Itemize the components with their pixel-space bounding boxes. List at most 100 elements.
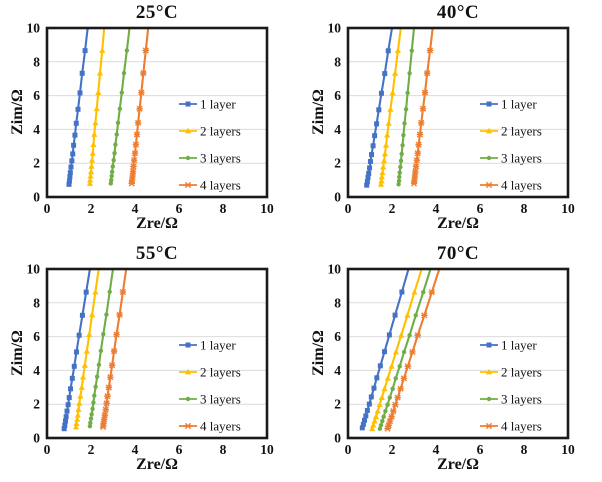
plot-border <box>346 26 570 199</box>
series-marker-1-layer <box>382 349 388 355</box>
series-marker-3-layers <box>94 374 100 379</box>
legend-item-1-layer: 1 layer <box>179 97 236 112</box>
series-marker-1-layer <box>385 48 391 54</box>
series-marker-4-layers <box>404 363 412 370</box>
y-tick-label-0: 0 <box>33 190 40 205</box>
series-marker-2-layers <box>380 157 388 164</box>
series-marker-3-layers <box>112 151 117 156</box>
series-marker-3-layers <box>104 312 109 317</box>
series-marker-2-layers <box>371 417 378 424</box>
series-marker-2-layers <box>73 420 80 426</box>
series-marker-2-layers <box>72 423 80 430</box>
series-marker-4-layers <box>385 422 392 429</box>
x-tick-label-0: 0 <box>345 442 352 457</box>
series-marker-3-layers <box>407 333 412 338</box>
series-marker-1-layer <box>377 363 383 369</box>
legend-label: 1 layer <box>501 338 537 353</box>
series-marker-1-layer <box>79 70 85 76</box>
series-marker-4-layers <box>416 131 424 138</box>
series-marker-2-layers <box>384 375 391 381</box>
series-marker-1-layer <box>73 349 79 355</box>
series-marker-3-layers <box>87 423 93 429</box>
legend-item-4-layers: 4 layers <box>179 419 241 434</box>
series-marker-1-layer <box>79 312 85 318</box>
series-marker-3-layers <box>401 132 406 138</box>
x-tick-label-2: 2 <box>88 201 95 216</box>
y-tick-label-10: 10 <box>27 262 41 277</box>
series-marker-1-layer <box>368 394 374 400</box>
series-marker-3-layers <box>89 412 94 417</box>
plot-area-70c: 0 2 4 6 8 10 0 2 4 6 8 10 1 layer 2 layers 3 layers 4 l… <box>328 262 576 458</box>
y-tick-label-6: 6 <box>33 88 40 103</box>
series-marker-4-layers <box>142 47 149 54</box>
legend-label: 4 layers <box>501 178 542 193</box>
legend-marker-x-icon <box>184 422 192 430</box>
series-marker-1-layer <box>367 165 373 171</box>
series-marker-4-layers <box>412 168 419 175</box>
series-marker-2-layers <box>75 406 82 413</box>
legend-label: 2 layers <box>200 365 241 380</box>
series-marker-4-layers <box>388 413 395 420</box>
series-marker-1-layer <box>75 106 81 112</box>
series-marker-1-layer <box>76 332 82 338</box>
legend-item-3-layers: 3 layers <box>480 392 542 407</box>
x-tick-label-2: 2 <box>88 442 95 457</box>
series-marker-3-layers <box>409 48 414 53</box>
x-tick-label-10: 10 <box>561 442 575 457</box>
series-marker-1-layer <box>69 375 75 381</box>
series-marker-1-layer <box>378 90 384 96</box>
series-marker-4-layers <box>102 406 109 413</box>
legend-marker-square-icon <box>185 342 191 348</box>
series-marker-1-layer <box>360 421 366 427</box>
series-marker-3-layers <box>113 142 118 147</box>
series-marker-1-layer <box>371 385 377 391</box>
series-marker-4-layers <box>426 47 434 54</box>
series-marker-4-layers <box>133 131 141 138</box>
legend-item-2-layers: 2 layers <box>480 124 542 139</box>
legend-marker-triangle-icon <box>184 127 192 134</box>
y-tick-label-10: 10 <box>27 21 41 36</box>
series-marker-1-layer <box>366 170 372 176</box>
series-marker-3-layers <box>407 71 412 76</box>
series-marker-3-layers <box>109 173 114 179</box>
y-tick-label-6: 6 <box>334 329 341 344</box>
series-marker-1-layer <box>359 425 365 431</box>
y-axis-label-40c: Zim/Ω <box>310 89 327 135</box>
series-marker-3-layers <box>111 157 116 163</box>
series-marker-1-layer <box>399 289 405 295</box>
series-marker-2-layers <box>92 119 99 126</box>
x-tick-label-4: 4 <box>433 201 440 216</box>
chart-title-70c: 70°C <box>436 243 480 264</box>
y-tick-label-6: 6 <box>334 88 341 103</box>
series-marker-3-layers <box>124 48 130 53</box>
y-tick-label-8: 8 <box>334 295 341 310</box>
series-marker-2-layers <box>93 105 100 112</box>
x-tick-label-8: 8 <box>220 442 227 457</box>
series-marker-4-layers <box>129 168 137 175</box>
series-marker-2-layers <box>99 47 106 53</box>
series-marker-1-layer <box>62 418 68 424</box>
series-marker-1-layer <box>64 408 70 414</box>
y-tick-label-8: 8 <box>33 295 40 310</box>
series-marker-2-layers <box>377 181 385 187</box>
series-marker-4-layers <box>119 288 127 296</box>
legend-label: 1 layer <box>501 97 537 112</box>
series-marker-4-layers <box>136 105 143 112</box>
series-marker-3-layers <box>93 384 98 389</box>
series-marker-1-layer <box>376 107 382 113</box>
series-marker-1-layer <box>82 48 88 54</box>
y-tick-label-2: 2 <box>33 397 40 412</box>
plot-area-40c: 0 2 4 6 8 10 0 2 4 6 8 10 1 layer 2 layers 3 layers 4 l… <box>328 21 576 217</box>
series-marker-2-layers <box>89 156 96 163</box>
series-marker-3-layers <box>393 376 398 381</box>
series-marker-2-layers <box>88 163 95 169</box>
series-marker-3-layers <box>380 418 385 424</box>
y-tick-label-4: 4 <box>334 363 341 378</box>
series-marker-1-layer <box>71 363 77 369</box>
legend-marker-square-icon <box>185 101 191 107</box>
x-tick-label-6: 6 <box>477 201 484 216</box>
series-marker-2-layers <box>87 168 95 175</box>
chart-cell-55c: 0 2 4 6 8 10 0 2 4 6 8 10 1 layer 2 layers 3 layers 4 l… <box>0 241 301 482</box>
y-axis-label-55c: Zim/Ω <box>9 330 26 376</box>
